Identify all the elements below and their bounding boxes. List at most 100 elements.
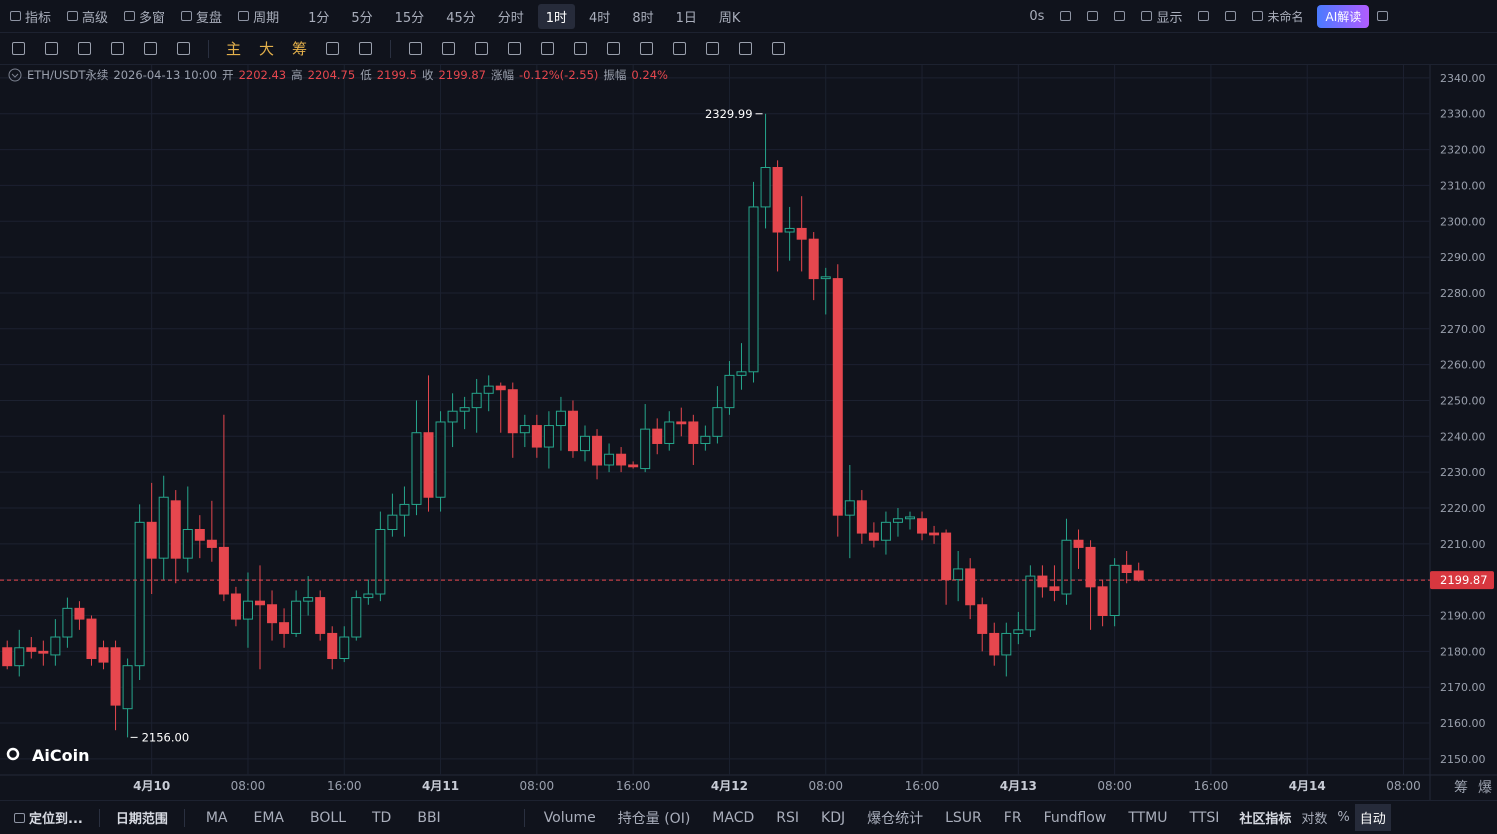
y-tick-label: 2270.00 (1440, 323, 1486, 336)
candle-body (110, 647, 121, 706)
draw-tool[interactable] (475, 42, 489, 55)
indicator[interactable]: MA (205, 809, 228, 826)
sub-indicator[interactable]: TTSI (1189, 809, 1220, 826)
candle-body (435, 421, 446, 498)
interval[interactable]: 8时 (632, 10, 654, 26)
layout-name[interactable]: 未命名 (1244, 8, 1311, 25)
draw-tool[interactable] (772, 42, 786, 55)
draw-tool[interactable] (12, 42, 25, 55)
sub-indicator[interactable]: Volume (543, 809, 596, 826)
candle-body (279, 622, 290, 634)
sub-indicator[interactable]: LSUR (945, 809, 982, 826)
candle-body (941, 532, 952, 581)
interval[interactable]: 15分 (394, 10, 425, 26)
bottom-right[interactable]: 对数 (1301, 812, 1328, 827)
display-menu[interactable]: 显示 (1133, 7, 1190, 26)
tool-icon[interactable] (1052, 11, 1079, 21)
draw-tool[interactable] (541, 42, 555, 55)
y-tick-label: 2280.00 (1440, 287, 1486, 300)
share[interactable] (1369, 11, 1396, 21)
separator (390, 39, 392, 58)
ai-button[interactable]: AI解读 (1317, 4, 1370, 28)
candle-body (1001, 632, 1012, 656)
bottom-menu[interactable]: 日期范围 (108, 808, 176, 827)
y-tick-label: 2260.00 (1440, 359, 1486, 372)
interval[interactable]: 分时 (497, 10, 524, 26)
draw-tool[interactable] (706, 42, 720, 55)
overlay-toggle[interactable]: 大 (259, 40, 275, 58)
draw-tool[interactable] (111, 42, 124, 55)
draw-tool[interactable] (574, 42, 588, 55)
y-tick-label: 2240.00 (1440, 430, 1486, 443)
menu-item[interactable]: 多窗 (116, 7, 173, 26)
menu-item[interactable]: 周期 (230, 7, 287, 26)
draw-tool[interactable] (144, 42, 157, 55)
overlay-toggle[interactable]: 主 (226, 40, 242, 58)
interval[interactable]: 1分 (308, 10, 330, 26)
indicator[interactable]: TD (372, 809, 392, 826)
candle-body (917, 518, 928, 534)
menu-item[interactable]: 指标 (2, 7, 59, 26)
candle-body (230, 593, 241, 620)
draw-tool[interactable] (45, 42, 58, 55)
time: 2026-04-13 10:00 (113, 68, 218, 82)
candle-body (844, 500, 855, 516)
sub-indicator[interactable]: KDJ (821, 809, 846, 826)
interval[interactable]: 5分 (351, 10, 373, 26)
y-tick-label: 2320.00 (1440, 144, 1486, 157)
interval[interactable]: 45分 (446, 10, 476, 26)
bottom-menu[interactable]: 定位到... (6, 808, 91, 827)
candle-body (26, 647, 37, 652)
interval[interactable]: 1时 (537, 3, 576, 29)
tool-icon[interactable] (1190, 11, 1217, 21)
icon (1377, 11, 1389, 21)
tool-icon[interactable] (1106, 11, 1133, 21)
indicator[interactable]: BOLL (310, 809, 346, 826)
draw-tool[interactable] (359, 42, 373, 55)
draw-tool[interactable] (739, 42, 753, 55)
tool-icon[interactable] (1079, 11, 1106, 21)
tool-icon[interactable] (1217, 11, 1244, 21)
menu-item[interactable]: 复盘 (173, 7, 230, 26)
sub-indicator[interactable]: RSI (776, 809, 800, 826)
y-tick-label: 2150.00 (1440, 753, 1486, 766)
candle-body (989, 632, 1000, 656)
x-tick-label: 16:00 (1194, 779, 1229, 793)
x-tick-label: 4月11 (422, 779, 459, 793)
candle-body (98, 647, 109, 663)
bottom-right[interactable]: 社区指标 (1239, 812, 1292, 827)
draw-tool[interactable] (607, 42, 621, 55)
draw-tool[interactable] (508, 42, 522, 55)
bottom-right[interactable]: 自动 (1354, 804, 1391, 831)
draw-tool[interactable] (326, 42, 340, 55)
indicator[interactable]: BBI (417, 809, 441, 826)
draw-tool[interactable] (640, 42, 654, 55)
candle-body (616, 453, 627, 466)
overlay-toggle[interactable]: 筹 (292, 40, 308, 58)
sub-indicator[interactable]: 持仓量 (OI) (617, 810, 691, 827)
sub-indicator[interactable]: Fundflow (1043, 809, 1107, 826)
candle-body (519, 425, 530, 434)
sub-indicator[interactable]: FR (1003, 809, 1022, 826)
sub-indicator[interactable]: MACD (712, 809, 755, 826)
sub-indicator[interactable]: TTMU (1128, 809, 1168, 826)
collapse-icon[interactable] (8, 68, 22, 82)
interval[interactable]: 周K (718, 10, 741, 26)
timer[interactable]: 0s (1029, 8, 1045, 24)
draw-tool[interactable] (442, 42, 456, 55)
draw-tool[interactable] (177, 42, 190, 55)
x-tick-label: 4月10 (133, 779, 170, 793)
chart-bg (0, 65, 1497, 800)
draw-tool[interactable] (673, 42, 687, 55)
bottom-right[interactable]: % (1337, 810, 1350, 825)
candle-body (303, 597, 314, 602)
candle-body (182, 528, 193, 559)
draw-tool[interactable] (409, 42, 423, 55)
menu-item[interactable]: 高级 (59, 7, 116, 26)
indicator[interactable]: EMA (253, 809, 285, 826)
draw-tool[interactable] (78, 42, 91, 55)
interval[interactable]: 4时 (589, 10, 611, 26)
interval[interactable]: 1日 (675, 10, 697, 26)
sub-indicator[interactable]: 爆仓统计 (867, 810, 924, 827)
candle-body (1049, 586, 1060, 591)
